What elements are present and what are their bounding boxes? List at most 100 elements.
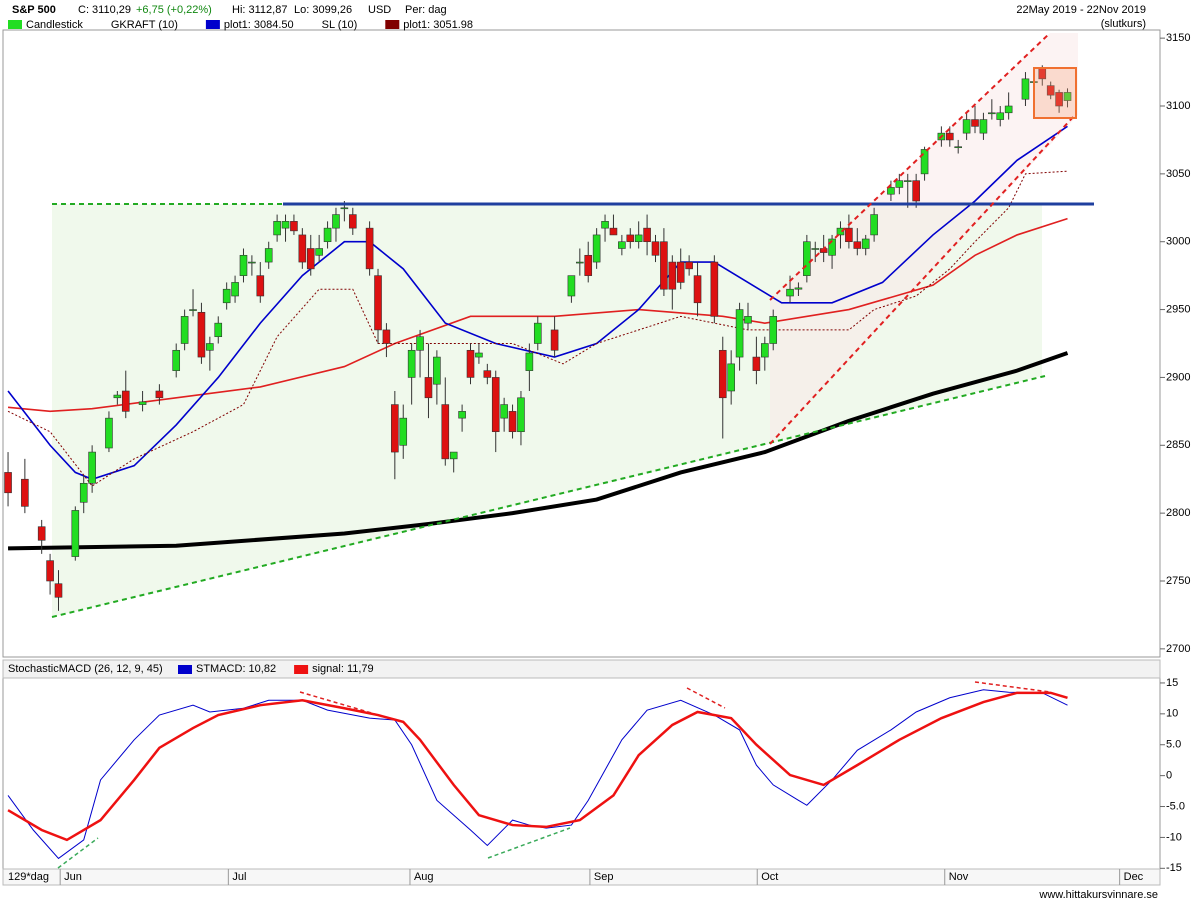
y-tick-label: 2900	[1166, 371, 1190, 383]
candle-body	[643, 227, 651, 243]
legend-label: plot1: 3051.98	[403, 19, 473, 31]
candle-body	[912, 180, 920, 202]
y-tick-label: 2850	[1166, 439, 1190, 451]
candle-body	[348, 214, 357, 229]
indicator-line	[8, 351, 1069, 551]
candle-body	[676, 261, 685, 283]
y-tick-label: -5.0	[1166, 800, 1185, 812]
candle-body	[803, 241, 811, 276]
candle-body	[517, 397, 525, 433]
divergence-arrow	[299, 691, 376, 715]
legend-label: GKRAFT (10)	[111, 19, 178, 31]
candle-body	[971, 119, 979, 127]
close: C: 3110,29	[78, 4, 131, 16]
candle-body	[306, 248, 315, 270]
candle-body	[189, 309, 197, 311]
candle-body	[155, 390, 164, 399]
candle-body	[231, 282, 239, 297]
divergence-arrow	[57, 837, 99, 869]
candle-body	[660, 241, 668, 290]
candle-body	[54, 583, 63, 598]
x-tick-label: Sep	[594, 871, 614, 883]
candle-body	[475, 352, 483, 358]
candle-body	[46, 560, 54, 582]
macd-title: StochasticMACD (26, 12, 9, 45)	[8, 663, 163, 675]
candle-body	[172, 349, 181, 371]
candle-body	[71, 510, 80, 557]
x-tick-label: Dec	[1124, 871, 1144, 883]
highlight-box	[1033, 67, 1077, 119]
legend-label: STMACD: 10,82	[196, 663, 276, 675]
candle-body	[332, 214, 340, 229]
candle-body	[206, 343, 214, 351]
candle-body	[508, 411, 517, 433]
candle-body	[239, 254, 248, 276]
legend-label: signal: 11,79	[312, 663, 374, 675]
legend-swatch	[385, 20, 400, 29]
candle-body	[458, 411, 466, 419]
indicator-line	[7, 217, 1068, 413]
candle-body	[996, 112, 1005, 120]
divergence-arrow	[974, 681, 1051, 693]
period: Per: dag	[405, 4, 447, 16]
x-tick-label: Jul	[232, 871, 246, 883]
macd-header	[2, 659, 1161, 679]
candle-body	[214, 322, 223, 338]
candle-body	[693, 275, 702, 304]
candle-body	[592, 234, 601, 263]
channel-upper	[769, 32, 1051, 301]
candle-body	[4, 472, 12, 494]
symbol: S&P 500	[12, 4, 56, 16]
candle-body	[105, 417, 113, 449]
candle-body	[954, 146, 962, 149]
price-type: (slutkurs)	[1101, 18, 1146, 30]
candle-body	[761, 343, 769, 358]
candle-body	[433, 356, 441, 385]
y-tick-label: 3050	[1166, 168, 1190, 180]
candle-body	[483, 370, 492, 378]
candle-body	[550, 329, 559, 351]
candle-body	[870, 214, 878, 236]
legend-label: plot1: 3084.50	[224, 19, 294, 31]
y-tick-label: 3150	[1166, 32, 1190, 44]
candle-body	[920, 149, 929, 175]
candle-body	[626, 234, 635, 243]
footer: www.hittakursvinnare.se	[1038, 889, 1158, 901]
candle-body	[744, 316, 752, 324]
candle-body	[424, 377, 433, 399]
candle-body	[651, 241, 660, 256]
y-tick-label: -10	[1166, 831, 1182, 843]
candle-body	[836, 227, 845, 236]
candle-body	[281, 221, 290, 229]
candle-body	[491, 377, 500, 433]
candle-body	[903, 180, 912, 182]
candle-body	[786, 288, 794, 297]
candle-body	[222, 288, 231, 304]
macd-panel	[2, 677, 1161, 886]
candle-body	[576, 261, 584, 264]
candle-body	[298, 234, 307, 263]
candle-body	[1004, 105, 1013, 114]
candle-body	[449, 451, 458, 460]
legend-label: Candlestick	[26, 19, 83, 31]
candle-body	[710, 261, 719, 317]
legend-label: SL (10)	[322, 19, 358, 31]
candle-body	[248, 261, 256, 264]
x-tick-label: Jun	[64, 871, 82, 883]
candle-body	[685, 261, 693, 270]
legend-swatch	[178, 665, 192, 674]
candle-body	[845, 227, 853, 243]
x-tick-label: Nov	[949, 871, 969, 883]
date-range: 22May 2019 - 22Nov 2019	[1016, 4, 1146, 16]
candle-body	[323, 227, 332, 243]
candle-body	[735, 309, 744, 358]
currency: USD	[368, 4, 391, 16]
candle-body	[441, 404, 450, 460]
period-label: 129*dag	[8, 871, 49, 883]
candle-body	[828, 238, 836, 256]
candle-body	[416, 336, 424, 351]
candle-body	[1021, 78, 1030, 100]
candle-body	[197, 311, 206, 358]
y-tick-label: 2800	[1166, 507, 1190, 519]
